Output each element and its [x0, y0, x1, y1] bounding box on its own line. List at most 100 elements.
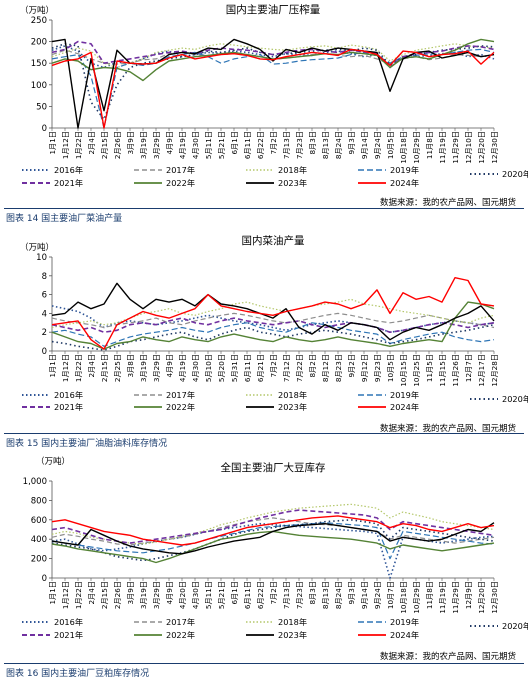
series-line-2019 — [51, 322, 495, 347]
x-tick-label: 4月20日 — [178, 581, 187, 609]
x-tick-label: 3月19日 — [139, 581, 148, 609]
legend-label-2023: 2023年 — [278, 402, 307, 412]
legend-label-2016: 2016年 — [54, 390, 83, 400]
series-line-2024 — [51, 515, 495, 546]
legend-label-2022: 2022年 — [166, 630, 195, 640]
x-tick-label: 9月24日 — [373, 131, 382, 159]
legend-label-2017: 2017年 — [166, 390, 195, 400]
chart-press-volume: 国内主要油厂压榨量 （万吨） 0 50 100 150 200 250 1月1日 1月12日 1月2… — [20, 3, 528, 188]
legend-item-2023: 2023年 — [246, 630, 307, 640]
legend-item-2018: 2018年 — [246, 617, 307, 627]
series-line-2023 — [51, 38, 495, 129]
x-tick-label: 4月9日 — [165, 354, 174, 378]
legend-item-2024: 2024年 — [358, 630, 419, 640]
x-tick-label: 4月19日 — [178, 131, 187, 159]
y-tick-label: 600 — [31, 516, 47, 526]
x-tick-label: 7月13日 — [282, 131, 291, 159]
legend-item-2019: 2019年 — [358, 390, 419, 400]
legend-label-2018: 2018年 — [278, 390, 307, 400]
x-tick-label: 6月22日 — [256, 581, 265, 609]
y-tick-label: 400 — [31, 535, 47, 545]
x-tick-label: 1月1日 — [48, 131, 57, 155]
y-tick-label: 6 — [42, 291, 47, 301]
series-line-2024 — [51, 48, 495, 129]
legend-item-2022: 2022年 — [134, 630, 195, 640]
x-tick-label: 9月23日 — [373, 354, 382, 382]
legend-item-2020: 2020年 — [470, 169, 528, 179]
y-tick-label: 8 — [42, 272, 47, 282]
x-tick-label: 3月29日 — [152, 354, 161, 382]
divider-2 — [4, 433, 524, 434]
x-tick-label: 2月4日 — [87, 354, 96, 378]
x-tick-label: 12月10日 — [464, 131, 473, 164]
x-tick-label: 1月1日 — [48, 581, 57, 605]
x-tick-label: 4月9日 — [165, 581, 174, 605]
x-tick-label: 1月22日 — [74, 354, 83, 382]
x-tick-label: 1月22日 — [74, 131, 83, 159]
x-tick-label: 12月28日 — [490, 354, 499, 387]
legend-label-2020: 2020年 — [502, 169, 528, 179]
y-tick-label: 1,000 — [23, 477, 47, 487]
x-tick-label: 7月2日 — [269, 131, 278, 155]
legend-item-2016: 2016年 — [22, 617, 83, 627]
x-tick-label: 7月13日 — [282, 581, 291, 609]
x-tick-label: 12月17日 — [477, 354, 486, 387]
x-tick-label: 5月11日 — [204, 581, 213, 609]
legend-label-2021: 2021年 — [54, 178, 83, 188]
x-tick-label: 6月21日 — [256, 354, 265, 382]
divider-1 — [4, 208, 524, 209]
x-tick-label: 8月23日 — [334, 354, 343, 382]
legend-item-2018: 2018年 — [246, 390, 307, 400]
x-tick-label: 7月23日 — [295, 131, 304, 159]
legend-label-2022: 2022年 — [166, 178, 195, 188]
chart-title: 国内主要油厂压榨量 — [226, 3, 321, 16]
x-tick-label: 11月19日 — [438, 131, 447, 164]
legend-label-2018: 2018年 — [278, 165, 307, 175]
chart-title: 全国主要油厂大豆库存 — [221, 461, 326, 474]
x-tick-label: 2月15日 — [100, 581, 109, 609]
x-tick-label: 2月26日 — [113, 581, 122, 609]
legend-label-2019: 2019年 — [390, 165, 419, 175]
x-tick-label: 1月12日 — [61, 131, 70, 159]
x-tick-label: 5月20日 — [217, 354, 226, 382]
legend-item-2020: 2020年 — [470, 621, 528, 631]
chart-soybean-inventory: 全国主要油厂大豆库存 （万吨） 0 200 400 600 800 1,000 1月1日 1月12… — [22, 456, 528, 640]
y-axis-unit: （万吨） — [20, 5, 54, 16]
legend-label-2018: 2018年 — [278, 617, 307, 627]
x-tick-label: 9月12日 — [360, 354, 369, 382]
legend-item-2017: 2017年 — [134, 617, 195, 627]
x-tick-label: 8月12日 — [321, 354, 330, 382]
series-line-2021 — [51, 317, 495, 333]
x-tick-label: 8月24日 — [334, 131, 343, 159]
legend-label-2016: 2016年 — [54, 617, 83, 627]
x-tick-label: 7月22日 — [295, 354, 304, 382]
series-line-2019 — [51, 48, 495, 129]
series-line-2021 — [51, 40, 495, 69]
x-tick-label: 1月12日 — [61, 354, 70, 382]
x-tick-label: 6月1日 — [230, 581, 239, 605]
legend-item-2016: 2016年 — [22, 390, 83, 400]
x-tick-label: 9月24日 — [373, 581, 382, 609]
x-tick-label: 11月29日 — [451, 131, 460, 164]
legend-item-2020: 2020年 — [470, 394, 528, 404]
y-tick-label: 100 — [31, 81, 47, 91]
legend-label-2024: 2024年 — [390, 178, 419, 188]
y-axis-unit: （万吨） — [20, 242, 54, 253]
chart-panel-1: 国内主要油厂压榨量 （万吨） 0 50 100 150 200 250 1月1日 1月12日 1月2… — [0, 0, 528, 225]
series-line-2020 — [51, 323, 495, 351]
x-tick-label: 11月29日 — [451, 581, 460, 614]
legend-item-2024: 2024年 — [358, 178, 419, 188]
y-tick-label: 0 — [42, 347, 47, 357]
x-tick-label: 2月25日 — [113, 354, 122, 382]
legend-label-2017: 2017年 — [166, 617, 195, 627]
figure-caption-16: 图表 16 国内主要油厂豆粕库存情况 — [6, 669, 150, 679]
x-tick-label: 5月21日 — [217, 131, 226, 159]
x-tick-label: 9月2日 — [347, 354, 356, 378]
series-line-2023 — [51, 522, 495, 555]
x-tick-label: 9月3日 — [347, 131, 356, 155]
series-line-2016 — [51, 45, 495, 69]
x-tick-label: 8月3日 — [308, 581, 317, 605]
legend-label-2021: 2021年 — [54, 402, 83, 412]
x-tick-label: 9月14日 — [360, 581, 369, 609]
x-tick-label: 4月30日 — [191, 131, 200, 159]
